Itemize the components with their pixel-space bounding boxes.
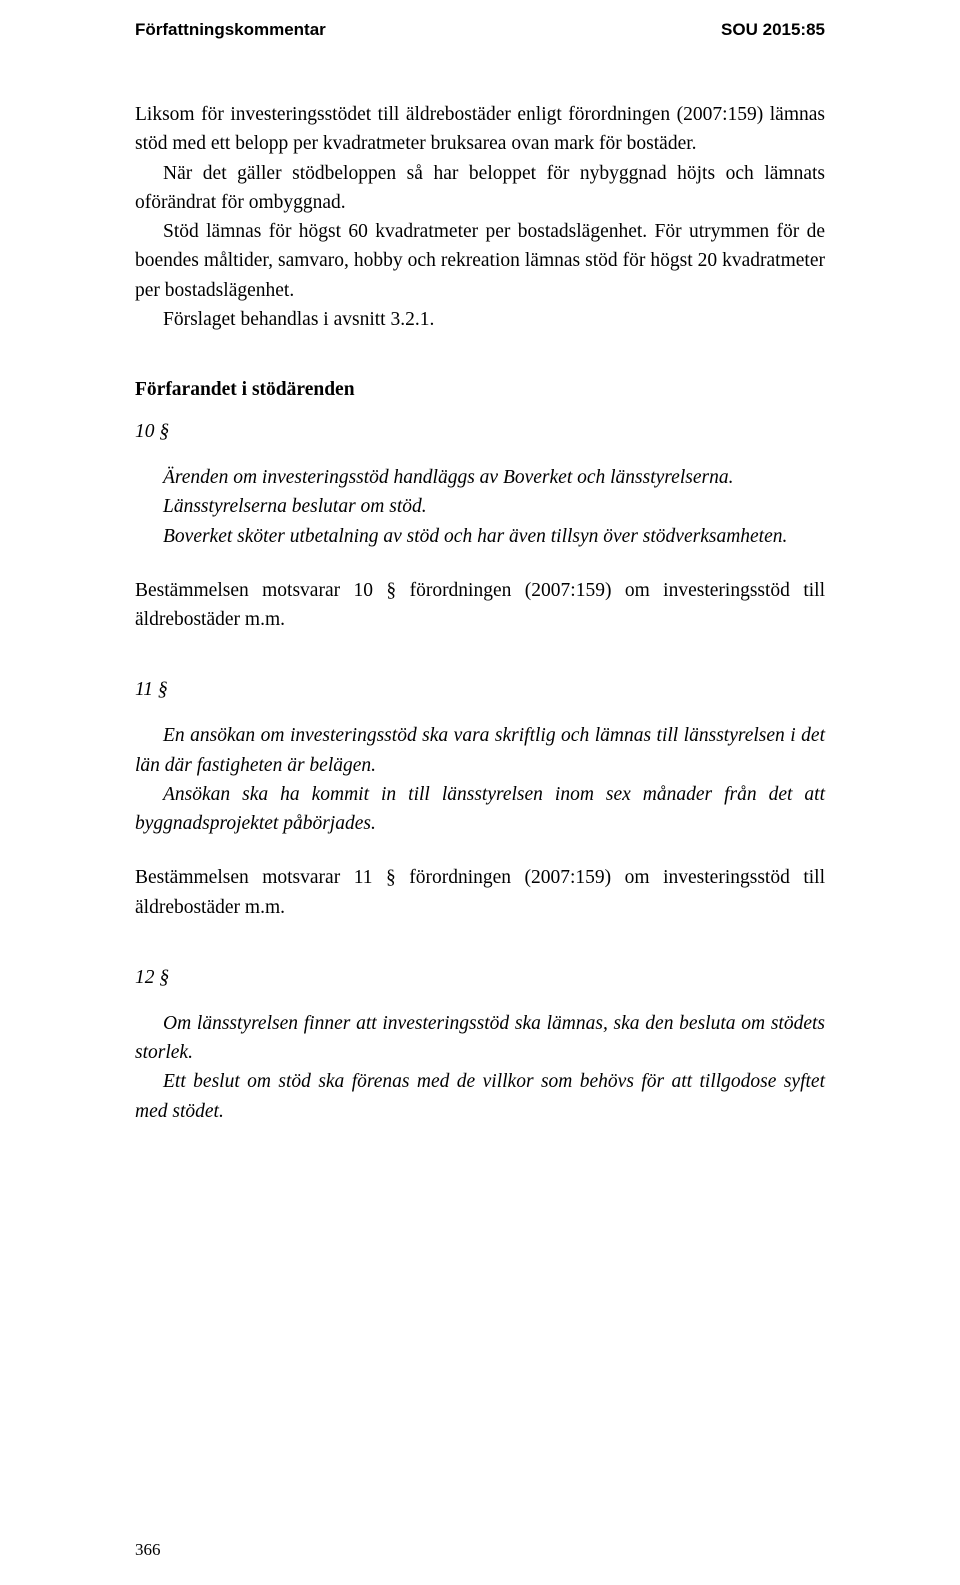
section-10-italic-p1: Ärenden om investeringsstöd handläggs av… <box>135 463 825 492</box>
section-10-body: Bestämmelsen motsvarar 10 § förordningen… <box>135 576 825 635</box>
section-10-number: 10 § <box>135 421 825 443</box>
section-12-number: 12 § <box>135 967 825 989</box>
section-11-italic-p2: Ansökan ska ha kommit in till länsstyrel… <box>135 780 825 839</box>
section-11-italic-p1: En ansökan om investeringsstöd ska vara … <box>135 721 825 780</box>
section-12-italic-p1: Om länsstyrelsen finner att investerings… <box>135 1009 825 1068</box>
intro-p3: Stöd lämnas för högst 60 kvadratmeter pe… <box>135 217 825 305</box>
section-10: Förfarandet i stödärenden 10 § Ärenden o… <box>135 379 825 634</box>
section-10-italic-p2: Länsstyrelserna beslutar om stöd. <box>135 492 825 521</box>
section-12: 12 § Om länsstyrelsen finner att investe… <box>135 967 825 1126</box>
header-right: SOU 2015:85 <box>721 20 825 40</box>
section-10-heading: Förfarandet i stödärenden <box>135 379 825 401</box>
section-10-italic-p3: Boverket sköter utbetalning av stöd och … <box>135 522 825 551</box>
section-11: 11 § En ansökan om investeringsstöd ska … <box>135 679 825 922</box>
section-11-body: Bestämmelsen motsvarar 11 § förordningen… <box>135 863 825 922</box>
page-header: Författningskommentar SOU 2015:85 <box>135 0 825 40</box>
section-12-italic-p2: Ett beslut om stöd ska förenas med de vi… <box>135 1067 825 1126</box>
intro-p1: Liksom för investeringsstödet till äldre… <box>135 100 825 159</box>
intro-p2: När det gäller stödbeloppen så har belop… <box>135 159 825 218</box>
section-11-italic: En ansökan om investeringsstöd ska vara … <box>135 721 825 838</box>
section-10-italic: Ärenden om investeringsstöd handläggs av… <box>135 463 825 551</box>
page-number: 366 <box>135 1540 161 1560</box>
header-left: Författningskommentar <box>135 20 326 40</box>
intro-p4: Förslaget behandlas i avsnitt 3.2.1. <box>135 305 825 334</box>
intro-block: Liksom för investeringsstödet till äldre… <box>135 100 825 334</box>
section-12-italic: Om länsstyrelsen finner att investerings… <box>135 1009 825 1126</box>
section-11-number: 11 § <box>135 679 825 701</box>
